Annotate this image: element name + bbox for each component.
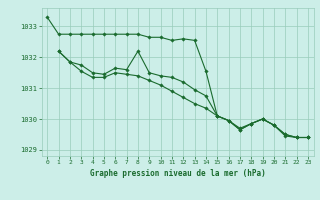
X-axis label: Graphe pression niveau de la mer (hPa): Graphe pression niveau de la mer (hPa) xyxy=(90,169,266,178)
